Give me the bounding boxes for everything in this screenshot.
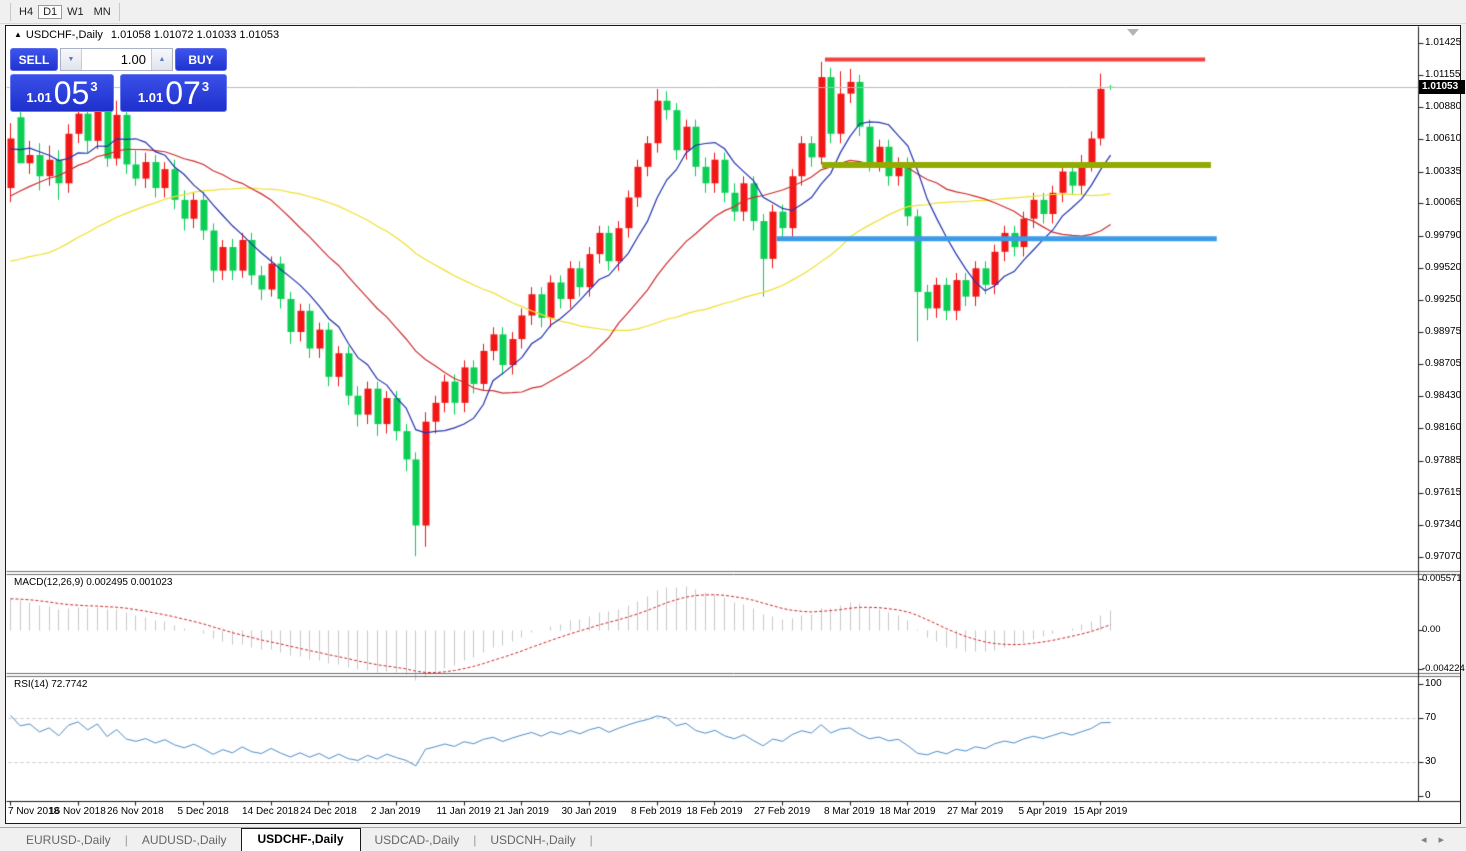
volume-stepper: ▼ ▲ bbox=[60, 48, 173, 71]
timeframe-button-d1[interactable]: D1 bbox=[38, 4, 63, 19]
timeframe-toolbar: H4 D1 W1 MN bbox=[0, 0, 1466, 24]
sell-button[interactable]: SELL bbox=[10, 48, 58, 71]
date-axis-label: 15 Apr 2019 bbox=[1073, 806, 1128, 817]
price-axis-label: 0.98430 bbox=[1425, 390, 1462, 401]
tab-separator: | bbox=[124, 833, 128, 847]
chart-tab-usdcad[interactable]: USDCAD-,Daily bbox=[374, 833, 460, 847]
buy-price-pipette: 3 bbox=[201, 79, 210, 94]
chart-tab-eurusd[interactable]: EURUSD-,Daily bbox=[26, 833, 111, 847]
tab-scroll-right-icon[interactable]: ▸ bbox=[1438, 834, 1456, 846]
chart-tab-usdchf[interactable]: USDCHF-,Daily bbox=[240, 828, 361, 851]
date-axis-label: 5 Dec 2018 bbox=[177, 806, 229, 817]
rsi-axis-label: 0 bbox=[1425, 790, 1431, 801]
price-axis-label: 1.01425 bbox=[1425, 37, 1462, 48]
chart-tab-usdcnh[interactable]: USDCNH-,Daily bbox=[490, 833, 576, 847]
toolbar-separator bbox=[118, 2, 120, 21]
buy-button[interactable]: BUY bbox=[175, 48, 227, 71]
price-axis-label: 0.97070 bbox=[1425, 551, 1462, 562]
rsi-indicator-label: RSI(14) 72.7742 bbox=[14, 679, 88, 690]
sell-price-pipette: 3 bbox=[90, 79, 98, 94]
price-axis-label: 0.98975 bbox=[1425, 326, 1462, 337]
price-axis-label: 1.00065 bbox=[1425, 197, 1462, 208]
sell-price-big-digits: 05 bbox=[53, 75, 90, 111]
price-axis-label: 1.01155 bbox=[1425, 69, 1461, 80]
price-axis-label: 1.00610 bbox=[1425, 133, 1462, 144]
tab-separator: | bbox=[589, 833, 593, 847]
chart-tab-bar: EURUSD-,Daily | AUDUSD-,Daily USDCHF-,Daily… bbox=[0, 827, 1466, 851]
buy-price-prefix: 1.01 bbox=[137, 90, 164, 105]
tab-scroll-arrows[interactable]: ◂▸ bbox=[1421, 833, 1456, 851]
price-axis-label: 1.00335 bbox=[1425, 166, 1462, 177]
macd-axis-label: 0.005571 bbox=[1422, 573, 1462, 584]
date-axis-label: 2 Jan 2019 bbox=[371, 806, 421, 817]
volume-increase-button[interactable]: ▲ bbox=[151, 49, 172, 70]
price-axis-label: 0.99520 bbox=[1425, 262, 1462, 273]
price-chart-canvas[interactable] bbox=[6, 26, 1460, 823]
price-axis-label: 0.97615 bbox=[1425, 487, 1462, 498]
macd-axis-label: 0.00 bbox=[1422, 624, 1441, 635]
rsi-axis-label: 70 bbox=[1425, 712, 1437, 723]
price-axis-label: 0.97340 bbox=[1425, 519, 1462, 530]
chart-window: ▲ USDCHF-,Daily 1.01058 1.01072 1.01033 1.… bbox=[5, 25, 1465, 824]
price-axis-label: 0.99250 bbox=[1425, 294, 1462, 305]
date-axis-label: 27 Feb 2019 bbox=[754, 806, 811, 817]
macd-axis-label: -0.004224 bbox=[1422, 663, 1465, 674]
chart-symbol-label: USDCHF-,Daily bbox=[25, 29, 103, 41]
timeframe-button-mn[interactable]: MN bbox=[93, 5, 111, 18]
chart-ohlc-values: 1.01058 1.01072 1.01033 1.01053 bbox=[110, 29, 280, 41]
date-axis-label: 27 Mar 2019 bbox=[947, 806, 1004, 817]
rsi-axis-label: 30 bbox=[1425, 756, 1437, 767]
toolbar-separator bbox=[10, 2, 11, 21]
macd-indicator-label: MACD(12,26,9) 0.002495 0.001023 bbox=[14, 577, 173, 588]
date-axis-label: 14 Dec 2018 bbox=[242, 806, 299, 817]
sell-price-box[interactable]: 1.01 05 3 bbox=[10, 74, 114, 112]
chart-shift-marker-icon[interactable] bbox=[1127, 29, 1139, 36]
volume-input[interactable] bbox=[82, 49, 151, 70]
date-axis-label: 24 Dec 2018 bbox=[299, 806, 357, 817]
date-axis-label: 30 Jan 2019 bbox=[561, 806, 617, 817]
date-axis-label: 21 Jan 2019 bbox=[493, 806, 549, 817]
price-axis-label: 0.99790 bbox=[1425, 230, 1462, 241]
date-axis-label: 18 Mar 2019 bbox=[879, 806, 936, 817]
panel-collapse-icon[interactable]: ▲ bbox=[14, 30, 22, 39]
tab-separator: | bbox=[473, 833, 477, 847]
price-axis-label: 0.98705 bbox=[1425, 358, 1462, 369]
timeframe-button-w1[interactable]: W1 bbox=[67, 5, 84, 18]
date-axis-label: 16 Nov 2018 bbox=[49, 806, 106, 817]
date-axis-label: 7 Nov 2018 bbox=[8, 806, 60, 817]
buy-price-big-digits: 07 bbox=[165, 75, 201, 111]
current-price-tag: 1.01053 bbox=[1419, 80, 1465, 94]
timeframe-button-h4[interactable]: H4 bbox=[19, 5, 34, 18]
volume-decrease-button[interactable]: ▼ bbox=[61, 49, 82, 70]
tab-scroll-left-icon[interactable]: ◂ bbox=[1420, 834, 1439, 846]
chart-tab-audusd[interactable]: AUDUSD-,Daily bbox=[141, 833, 227, 847]
date-axis-label: 11 Jan 2019 bbox=[436, 806, 491, 817]
rsi-axis-label: 100 bbox=[1425, 678, 1442, 689]
price-axis-label: 1.00880 bbox=[1425, 101, 1462, 112]
sell-price-prefix: 1.01 bbox=[26, 90, 52, 105]
date-axis-label: 5 Apr 2019 bbox=[1018, 806, 1067, 817]
date-axis-label: 8 Feb 2019 bbox=[631, 806, 682, 817]
buy-price-box[interactable]: 1.01 07 3 bbox=[120, 74, 227, 112]
chart-title: ▲ USDCHF-,Daily 1.01058 1.01072 1.01033 1.… bbox=[14, 29, 279, 41]
date-axis-label: 18 Feb 2019 bbox=[686, 806, 743, 817]
date-axis-label: 26 Nov 2018 bbox=[106, 806, 164, 817]
date-axis-label: 8 Mar 2019 bbox=[824, 806, 875, 817]
price-axis-label: 0.98160 bbox=[1425, 422, 1462, 433]
price-axis-label: 0.97885 bbox=[1425, 455, 1462, 466]
